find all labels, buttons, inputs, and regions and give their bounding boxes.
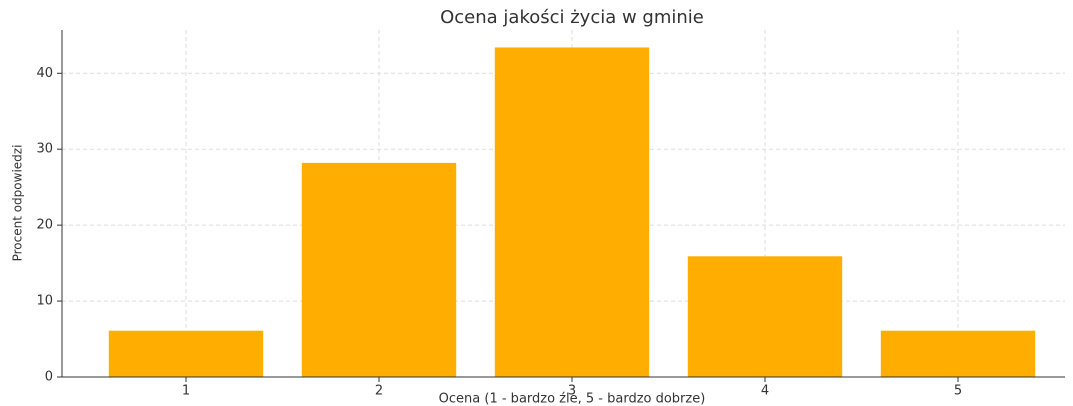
y-axis-label: Procent odpowiedzi — [11, 145, 25, 262]
y-tick-label: 0 — [45, 370, 53, 385]
chart-title: Ocena jakości życia w gminie — [440, 7, 704, 28]
bar — [880, 330, 1036, 377]
bar — [301, 162, 457, 377]
bar — [687, 256, 843, 377]
bar — [108, 330, 264, 377]
x-tick-label: 1 — [182, 384, 190, 399]
y-tick-label: 40 — [36, 66, 53, 81]
y-tick-label: 10 — [36, 294, 53, 309]
x-tick-label: 2 — [375, 384, 383, 399]
y-tick-label: 30 — [36, 142, 53, 157]
x-tick-label: 3 — [568, 384, 576, 399]
x-tick-label: 5 — [954, 384, 962, 399]
x-axis-label: Ocena (1 - bardzo źle, 5 - bardzo dobrze… — [439, 392, 706, 406]
y-tick-label: 20 — [36, 218, 53, 233]
bar — [494, 47, 650, 377]
x-tick-label: 4 — [761, 384, 769, 399]
